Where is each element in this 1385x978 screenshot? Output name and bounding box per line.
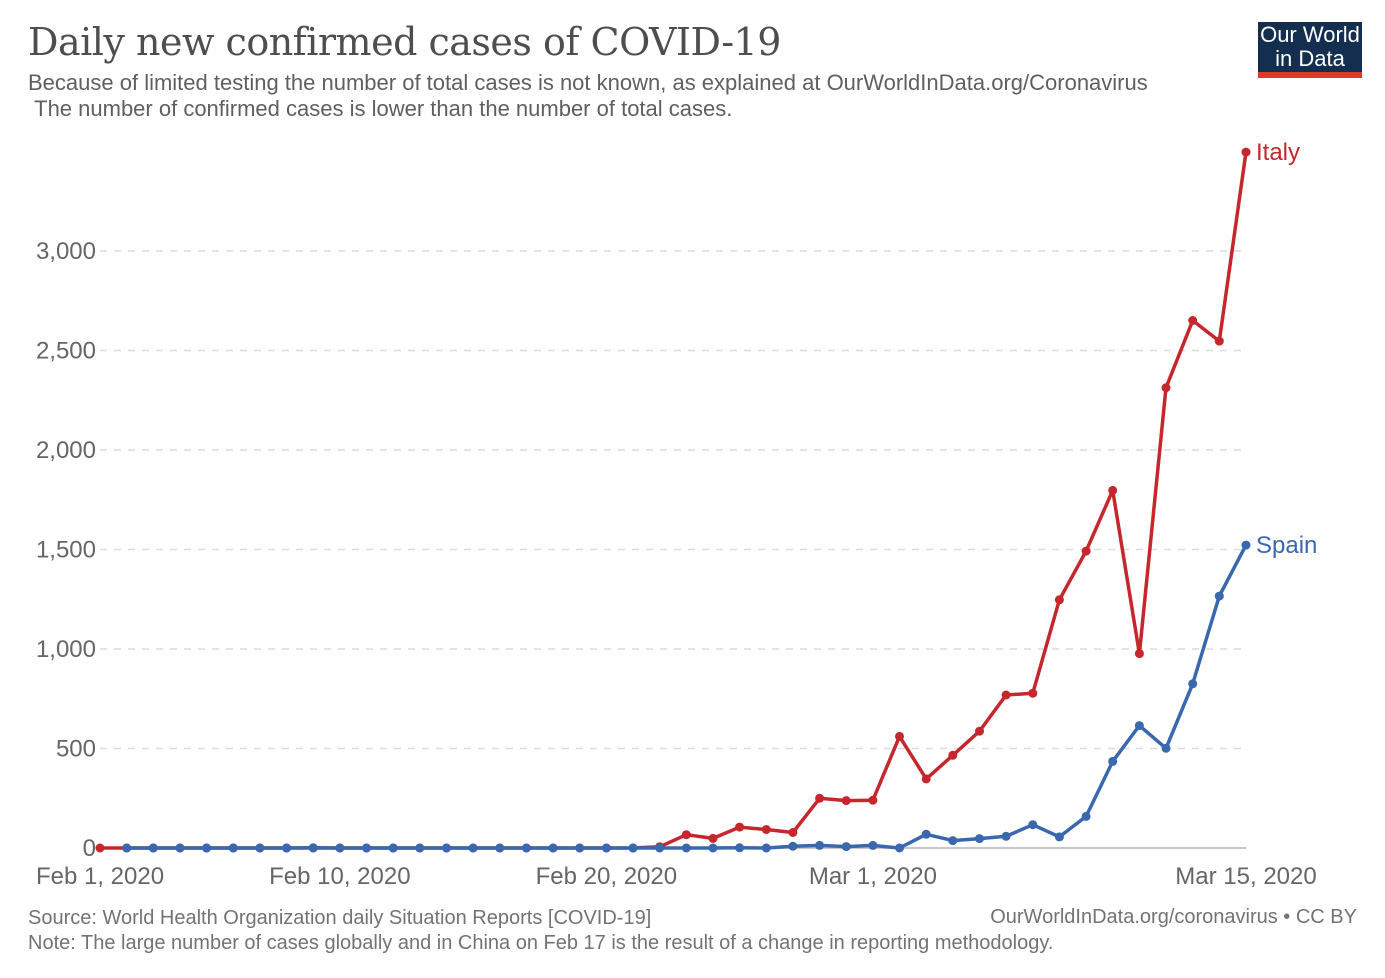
owid-logo-text: Our World in Data (1260, 22, 1360, 71)
spain-data-point (708, 843, 718, 853)
spain-data-point (1161, 743, 1171, 753)
italy-data-point (1108, 485, 1118, 495)
italy-line (98, 150, 1248, 850)
x-tick-label: Mar 15, 2020 (1175, 863, 1316, 890)
italy-data-point (1134, 649, 1144, 659)
spain-data-point (761, 843, 771, 853)
spain-data-point (601, 843, 611, 853)
y-tick-label: 2,500 (36, 338, 96, 365)
italy-data-point (921, 774, 931, 784)
spain-data-point (975, 834, 984, 844)
spain-data-point (1134, 721, 1144, 731)
italy-data-point (948, 750, 958, 760)
spain-data-point (788, 841, 798, 851)
italy-data-point (681, 830, 691, 840)
credit-line: OurWorldInData.org/coronavirus • CC BY (990, 906, 1357, 928)
italy-data-point (868, 795, 878, 805)
x-tick-label: Feb 10, 2020 (269, 863, 410, 890)
spain-data-point (735, 843, 745, 853)
y-tick-label: 0 (83, 835, 96, 862)
x-tick-label: Mar 1, 2020 (809, 863, 937, 890)
italy-data-point (735, 822, 745, 832)
footer-notes: Source: World Health Organization daily … (28, 906, 1053, 956)
spain-data-point (921, 829, 931, 839)
spain-data-point (1241, 540, 1251, 550)
spain-data-point (495, 843, 505, 853)
y-tick-label: 500 (56, 736, 96, 763)
spain-data-point (442, 843, 451, 853)
italy-data-point (1081, 546, 1091, 556)
spain-data-point (468, 843, 478, 853)
italy-data-point (1241, 147, 1251, 157)
spain-data-point (948, 836, 958, 846)
spain-data-point (1188, 679, 1198, 689)
spain-data-point (548, 843, 558, 853)
spain-data-point (282, 843, 292, 853)
spain-data-point (1001, 831, 1011, 841)
methodology-note: Note: The large number of cases globally… (28, 932, 1054, 954)
series-label-spain: Spain (1256, 532, 1317, 559)
italy-data-point (1161, 383, 1171, 393)
source-note: Source: World Health Organization daily … (28, 907, 652, 929)
x-tick-label: Feb 1, 2020 (36, 863, 164, 890)
series-label-italy: Italy (1256, 139, 1300, 166)
spain-line (124, 543, 1248, 850)
spain-data-point (1108, 756, 1118, 766)
italy-data-point (788, 828, 798, 837)
spain-data-point (122, 843, 132, 853)
italy-data-point (895, 731, 904, 741)
y-tick-label: 1,500 (36, 537, 96, 564)
y-tick-label: 1,000 (36, 636, 96, 663)
italy-data-point (975, 726, 984, 736)
spain-data-point (308, 843, 318, 853)
italy-data-point (1001, 690, 1011, 700)
spain-data-point (841, 842, 851, 852)
owid-logo: Our World in Data (1258, 22, 1362, 78)
spain-data-point (228, 843, 238, 853)
spain-data-point (1028, 820, 1038, 830)
italy-data-point (815, 793, 825, 803)
subtitle-line-2: The number of confirmed cases is lower t… (28, 96, 733, 121)
spain-data-point (681, 843, 691, 853)
y-tick-label: 2,000 (36, 437, 96, 464)
spain-data-point (362, 843, 371, 853)
spain-data-point (175, 843, 185, 853)
y-tick-label: 3,000 (36, 238, 96, 265)
spain-data-point (1214, 591, 1224, 601)
chart-subtitle: Because of limited testing the number of… (28, 70, 1148, 122)
italy-data-point (1214, 336, 1224, 346)
spain-data-point (335, 843, 345, 853)
spain-data-point (521, 843, 531, 853)
page-title: Daily new confirmed cases of COVID-19 (28, 20, 781, 64)
italy-data-point (708, 833, 718, 843)
spain-data-point (895, 843, 904, 853)
spain-data-point (628, 843, 638, 853)
x-tick-label: Feb 20, 2020 (536, 863, 677, 890)
spain-data-point (655, 843, 665, 853)
spain-data-point (415, 843, 425, 853)
italy-data-point (1054, 595, 1064, 605)
italy-data-point (841, 796, 851, 806)
spain-data-point (575, 843, 585, 853)
italy-data-point (761, 825, 771, 834)
spain-data-point (1081, 811, 1091, 821)
subtitle-line-1: Because of limited testing the number of… (28, 70, 1148, 95)
spain-data-point (202, 843, 212, 853)
spain-data-point (255, 843, 265, 853)
italy-data-point (95, 843, 105, 853)
spain-data-point (815, 840, 825, 850)
spain-data-point (1054, 832, 1064, 842)
spain-data-point (388, 843, 398, 853)
italy-data-point (1028, 688, 1038, 698)
italy-data-point (1188, 316, 1198, 325)
spain-data-point (868, 840, 878, 850)
spain-data-point (148, 843, 158, 853)
